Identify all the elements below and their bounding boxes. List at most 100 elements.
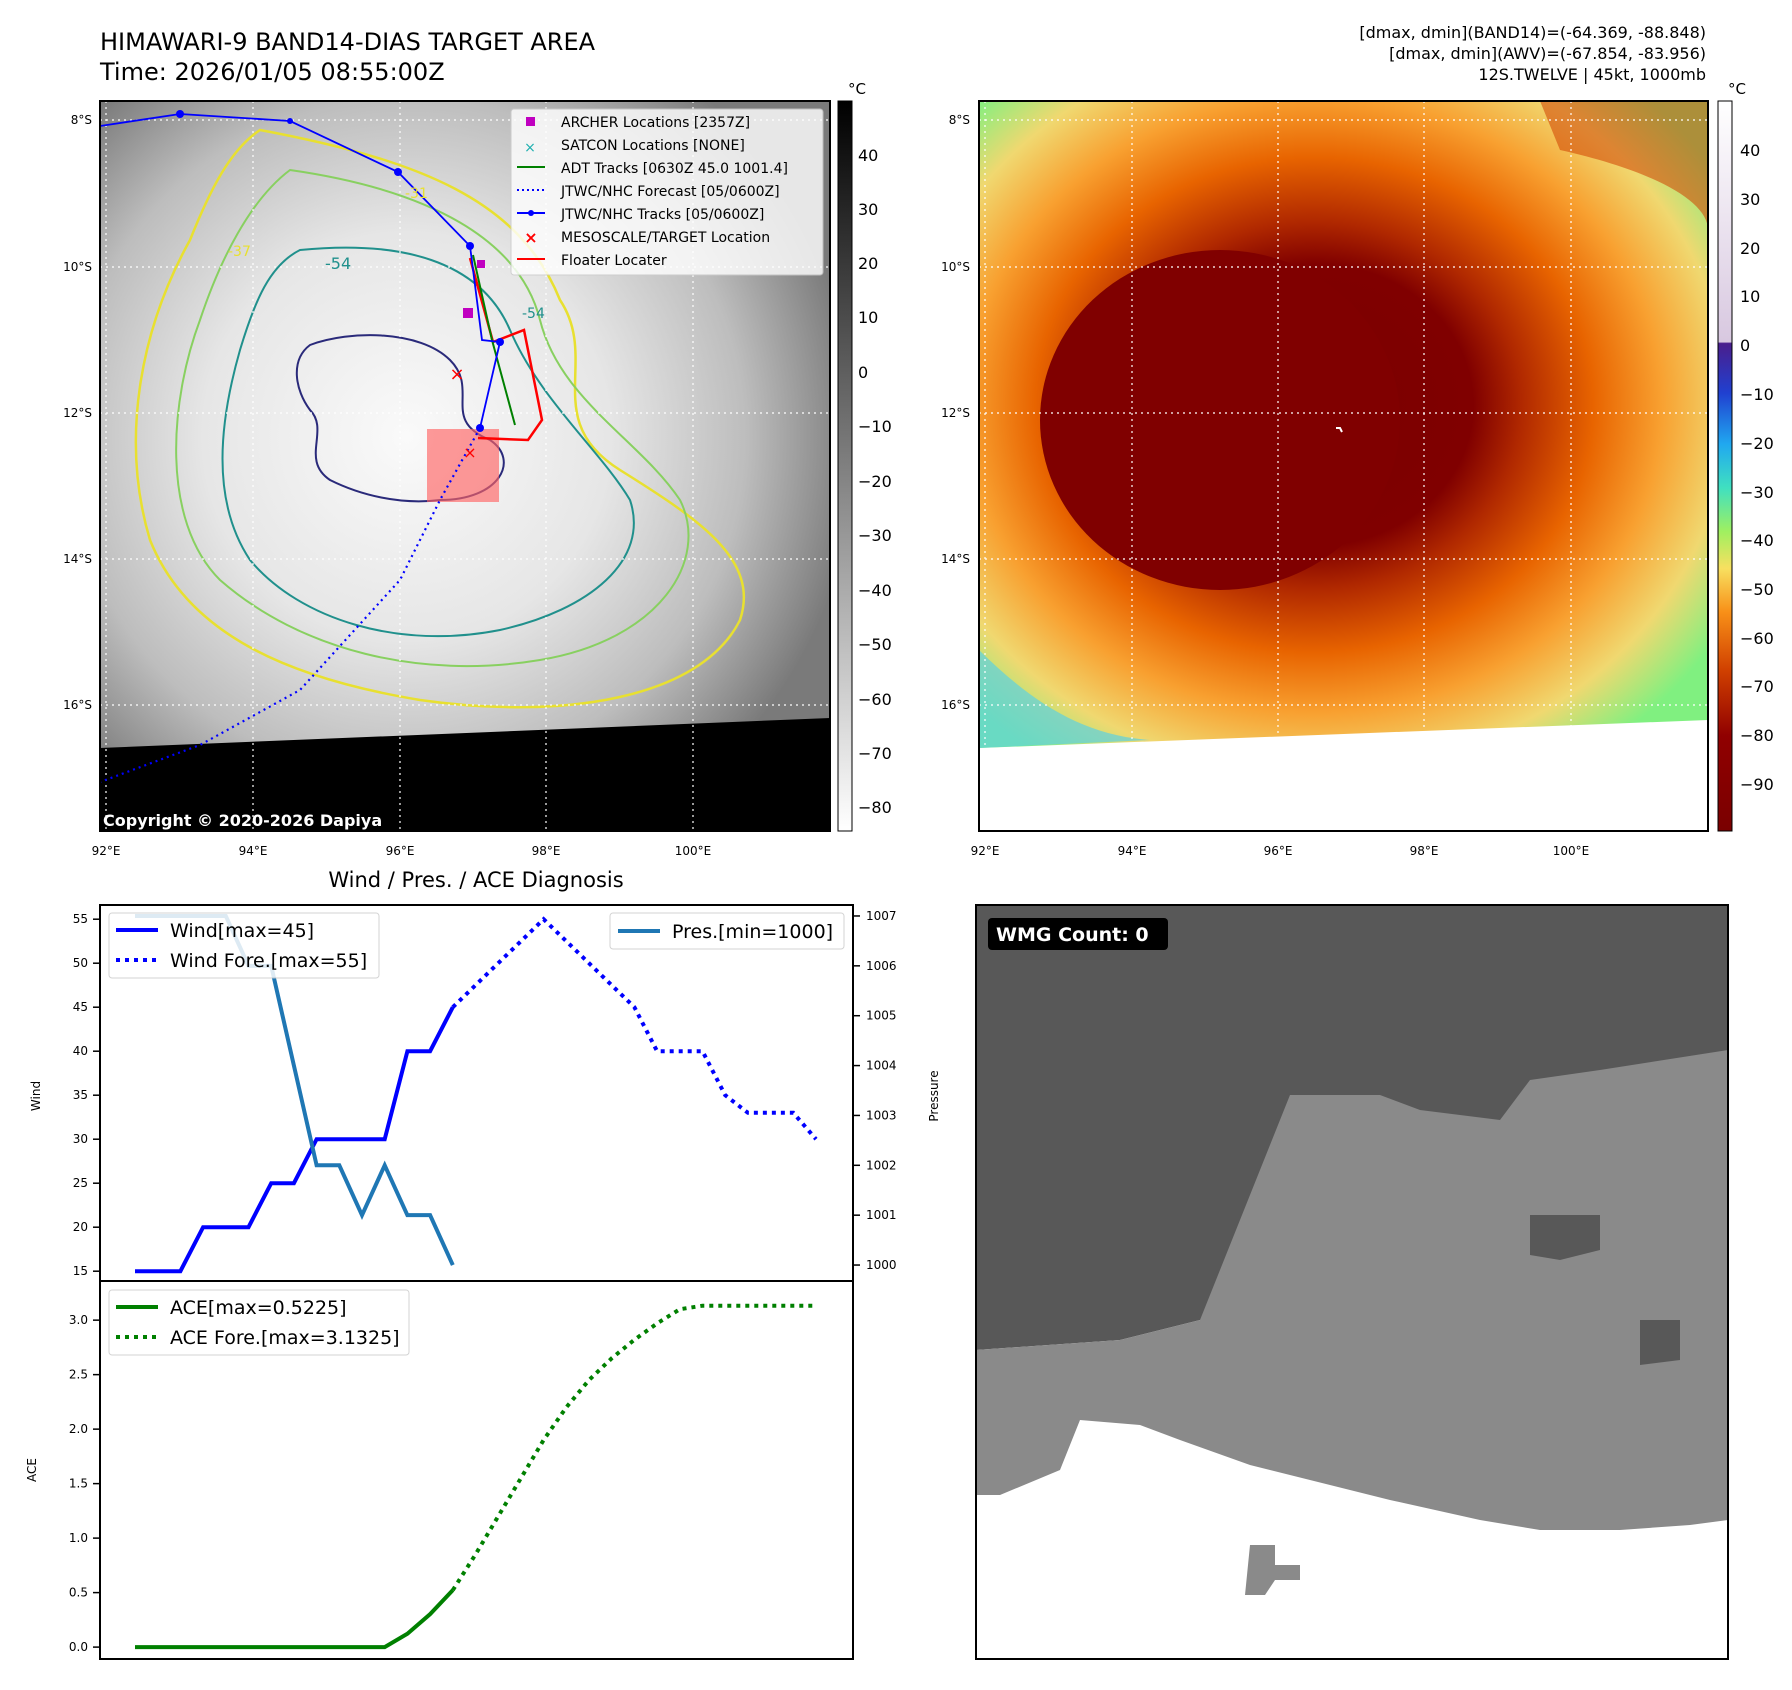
y2-tick-label: 1007 [866, 909, 897, 923]
legend-archer-swatch [526, 117, 535, 126]
colorbar-tick: 30 [1740, 190, 1760, 209]
right-lon-labels: 92°E 94°E 96°E 98°E 100°E [971, 844, 1590, 858]
color-map-gridlines [979, 101, 1708, 831]
ace-series-line-1 [451, 1303, 816, 1592]
lat-label: 8°S [949, 113, 970, 127]
diagnosis-chart-title: Wind / Pres. / ACE Diagnosis [328, 868, 623, 892]
colorbar-tick: −40 [858, 581, 892, 600]
contour-label: -31 [405, 186, 428, 202]
colorbar-tick: −10 [1740, 385, 1774, 404]
lon-label: 96°E [1264, 844, 1293, 858]
adt-track-line [472, 254, 516, 426]
legend-label: Wind Fore.[max=55] [170, 950, 367, 972]
contour-teal [221, 246, 635, 638]
left-map-frame [99, 100, 831, 832]
y-tick-label: 30 [73, 1132, 88, 1146]
colorbar-unit: °C [1728, 80, 1746, 98]
series-line-0 [135, 1006, 455, 1274]
gray-colorbar: °C 40 30 20 10 0 −10 −20 −30 −40 −50 −60… [837, 80, 892, 832]
lat-label: 16°S [941, 698, 970, 712]
colorbar-tick: −20 [858, 472, 892, 491]
ace-y-ticks: 0.0 0.5 1.0 1.5 2.0 2.5 3.0 [69, 1313, 100, 1654]
wind-axis-label: Wind [29, 1081, 43, 1111]
ace-tick-label: 3.0 [69, 1313, 88, 1327]
ace-tick-label: 1.5 [69, 1477, 88, 1491]
lon-label: 100°E [1553, 844, 1590, 858]
figure-title-line1: HIMAWARI-9 BAND14-DIAS TARGET AREA [100, 28, 596, 56]
eye-marker [1336, 427, 1343, 433]
ace-tick-label: 2.0 [69, 1422, 88, 1436]
colorbar-tick: −10 [858, 417, 892, 436]
contour-yellow [134, 128, 746, 709]
archer-marker [463, 308, 473, 318]
y2-tick-label: 1005 [866, 1009, 897, 1023]
y-tick-label: 55 [73, 912, 88, 926]
legend-label: Floater Locater [561, 253, 667, 269]
legend-label: ADT Tracks [0630Z 45.0 1001.4] [561, 161, 788, 177]
lon-label: 94°E [1118, 844, 1147, 858]
lat-label: 12°S [63, 406, 92, 420]
figure-title-line2: Time: 2026/01/05 08:55:00Z [99, 58, 445, 86]
pressure-axis-label: Pressure [927, 1070, 941, 1121]
legend-target-swatch: × [524, 228, 537, 247]
lon-label: 98°E [1410, 844, 1439, 858]
archer-marker-2 [477, 260, 485, 268]
y-tick-label: 50 [73, 956, 88, 970]
colorbar-tick: −60 [1740, 629, 1774, 648]
y-tick-label: 15 [73, 1264, 88, 1278]
ace-tick-label: 0.0 [69, 1640, 88, 1654]
wmg-frame [975, 904, 1729, 1660]
colorbar-tick: −70 [858, 744, 892, 763]
ir-color-map [979, 101, 1708, 831]
left-lon-labels: 92°E 94°E 96°E 98°E 100°E [92, 844, 712, 858]
colorbar-tick: −40 [1740, 531, 1774, 550]
lon-label: 100°E [675, 844, 712, 858]
target-area-box [427, 429, 499, 502]
colorbar-tick: −80 [1740, 726, 1774, 745]
ace-tick-label: 1.0 [69, 1531, 88, 1545]
pressure-legend: Pres.[min=1000] [609, 912, 845, 950]
contour-label: -54 [325, 254, 351, 273]
colorbar-tick: −50 [1740, 580, 1774, 599]
ace-chart: 0.0 0.5 1.0 1.5 2.0 2.5 3.0 ACE ACE[max=0.5225… [25, 1280, 854, 1660]
colorbar-tick: 40 [1740, 141, 1760, 160]
colorbar-tick: 10 [858, 308, 878, 327]
lon-label: 94°E [239, 844, 268, 858]
wmg-mid-region [976, 1050, 1728, 1530]
ace-tick-label: 0.5 [69, 1586, 88, 1600]
lon-label: 92°E [92, 844, 121, 858]
lon-label: 96°E [386, 844, 415, 858]
legend-label: SATCON Locations [NONE] [561, 138, 745, 154]
ace-axis-label: ACE [25, 1458, 39, 1482]
y-tick-label: 45 [73, 1000, 88, 1014]
left-lat-labels: 8°S 10°S 12°S 14°S 16°S [63, 113, 92, 712]
legend-label: JTWC/NHC Forecast [05/0600Z] [560, 184, 780, 200]
lat-label: 16°S [63, 698, 92, 712]
colorbar-tick: −70 [1740, 677, 1774, 696]
colorbar-tick: 10 [1740, 287, 1760, 306]
wind-legend: Wind[max=45] Wind Fore.[max=55] [108, 912, 380, 979]
storm-info-text: 12S.TWELVE | 45kt, 1000mb [1478, 65, 1706, 84]
ace-series-line-0 [135, 1588, 455, 1650]
colorbar-tick: −30 [858, 526, 892, 545]
colorbar-tick: 20 [1740, 239, 1760, 258]
lat-label: 12°S [941, 406, 970, 420]
band14-range-text: [dmax, dmin](BAND14)=(-64.369, -88.848) [1359, 23, 1706, 42]
wmg-panel: WMG Count: 0 [975, 904, 1729, 1660]
colorbar-tick: −50 [858, 635, 892, 654]
colorbar-tick: −30 [1740, 483, 1774, 502]
contour-lightgreen [175, 168, 690, 668]
lat-label: 14°S [63, 552, 92, 566]
colorbar-unit: °C [848, 80, 866, 98]
no-data-region [100, 718, 830, 831]
colorbar-tick: −60 [858, 690, 892, 709]
wmg-count-badge [988, 918, 1168, 950]
legend-label: ACE[max=0.5225] [170, 1297, 347, 1319]
color-colorbar: °C 40 30 20 10 0 −10 −20 −30 −40 −50 −60… [1717, 80, 1774, 832]
y2-tick-label: 1003 [866, 1108, 897, 1122]
mesoscale-target-marker: × [449, 364, 464, 385]
color-colorbar-strip [1717, 100, 1733, 832]
colorbar-tick: 20 [858, 254, 878, 273]
copyright-text: Copyright © 2020-2026 Dapiya [103, 811, 382, 830]
